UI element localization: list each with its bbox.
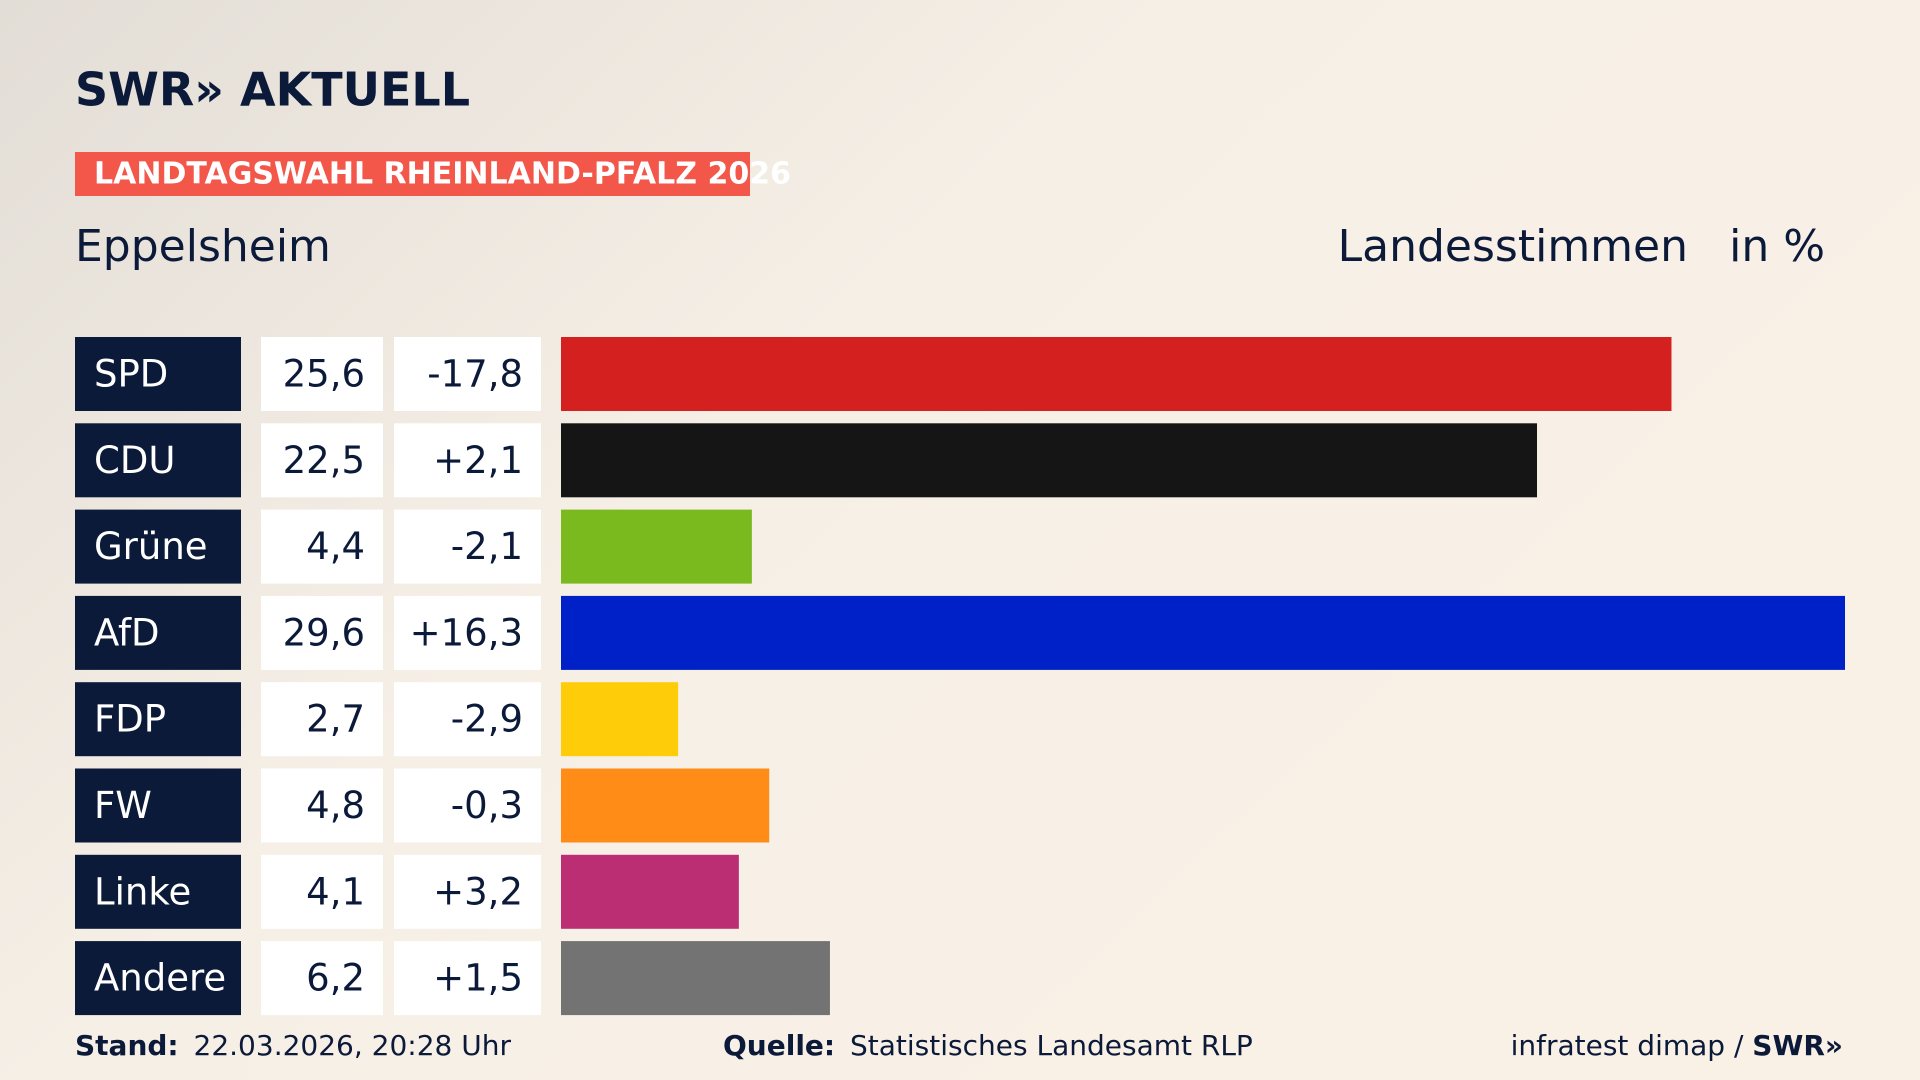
title-banner (75, 152, 750, 196)
value-label: 22,5 (283, 439, 365, 482)
party-box (75, 595, 241, 670)
change-box (394, 337, 541, 411)
party-box (75, 854, 241, 929)
change-box (394, 682, 541, 757)
value-box (261, 768, 383, 843)
subtitle: Eppelsheim (75, 221, 331, 272)
logo: SWR» AKTUELL (75, 63, 470, 117)
value-box (261, 854, 383, 929)
party-label: AfD (94, 611, 160, 654)
measure-label: Landesstimmen (1338, 221, 1688, 272)
change-label: -2,9 (451, 698, 523, 741)
party-label: Linke (94, 870, 191, 913)
unit-label: in % (1729, 221, 1825, 272)
rows: SPD 25,6 -17,8 CDU 22,5 +2,1 Grüne 4,4 -2,1 AfD 29… (75, 337, 1845, 1016)
party-label: SPD (94, 353, 168, 396)
footer-source: Quelle: Statistisches Landesamt RLP (723, 1029, 1253, 1062)
value-label: 25,6 (283, 353, 365, 396)
change-box (394, 595, 541, 670)
value-label: 4,4 (306, 525, 365, 568)
party-box (75, 509, 241, 584)
party-box (75, 337, 241, 411)
value-label: 6,2 (306, 957, 365, 1000)
value-label: 4,8 (306, 784, 365, 827)
change-box (394, 423, 541, 498)
change-box (394, 509, 541, 584)
party-label: Grüne (94, 525, 208, 568)
party-label: Andere (94, 957, 226, 1000)
change-box (394, 768, 541, 843)
change-label: +16,3 (410, 611, 523, 654)
value-box (261, 423, 383, 498)
source: Statistisches Landesamt RLP (850, 1029, 1253, 1062)
credit-logo: SWR» (1752, 1029, 1843, 1062)
change-label: -2,1 (451, 525, 523, 568)
party-label: FW (94, 784, 152, 827)
change-label: +2,1 (433, 439, 523, 482)
footer-credit: infratest dimap / SWR» (1511, 1029, 1843, 1062)
value-box (261, 509, 383, 584)
change-label: -0,3 (451, 784, 523, 827)
footer-stand: Stand: 22.03.2026, 20:28 Uhr (75, 1029, 511, 1062)
value-box (261, 337, 383, 411)
party-box (75, 423, 241, 498)
value-box (261, 595, 383, 670)
stand-label: Stand: (75, 1029, 179, 1062)
bar (561, 682, 679, 757)
change-label: -17,8 (427, 353, 523, 396)
change-label: +3,2 (433, 870, 523, 913)
bar (561, 595, 1845, 670)
credit: infratest dimap / (1511, 1029, 1753, 1062)
stand: 22.03.2026, 20:28 Uhr (194, 1029, 512, 1062)
source-label: Quelle: (723, 1029, 835, 1062)
chart-title: LANDTAGSWAHL RHEINLAND-PFALZ 2026 (94, 157, 791, 192)
bar (561, 423, 1538, 498)
bar (561, 854, 739, 929)
bar (561, 337, 1672, 411)
value-label: 4,1 (306, 870, 365, 913)
value-label: 2,7 (306, 698, 365, 741)
party-label: CDU (94, 439, 175, 482)
change-box (394, 941, 541, 1016)
change-box (394, 854, 541, 929)
party-box (75, 682, 241, 757)
value-box (261, 682, 383, 757)
change-label: +1,5 (433, 957, 523, 1000)
value-label: 29,6 (283, 611, 365, 654)
party-label: FDP (94, 698, 166, 741)
value-box (261, 941, 383, 1016)
bar (561, 941, 830, 1016)
bar (561, 768, 770, 843)
party-box (75, 768, 241, 843)
bar (561, 509, 752, 584)
party-box (75, 941, 241, 1016)
